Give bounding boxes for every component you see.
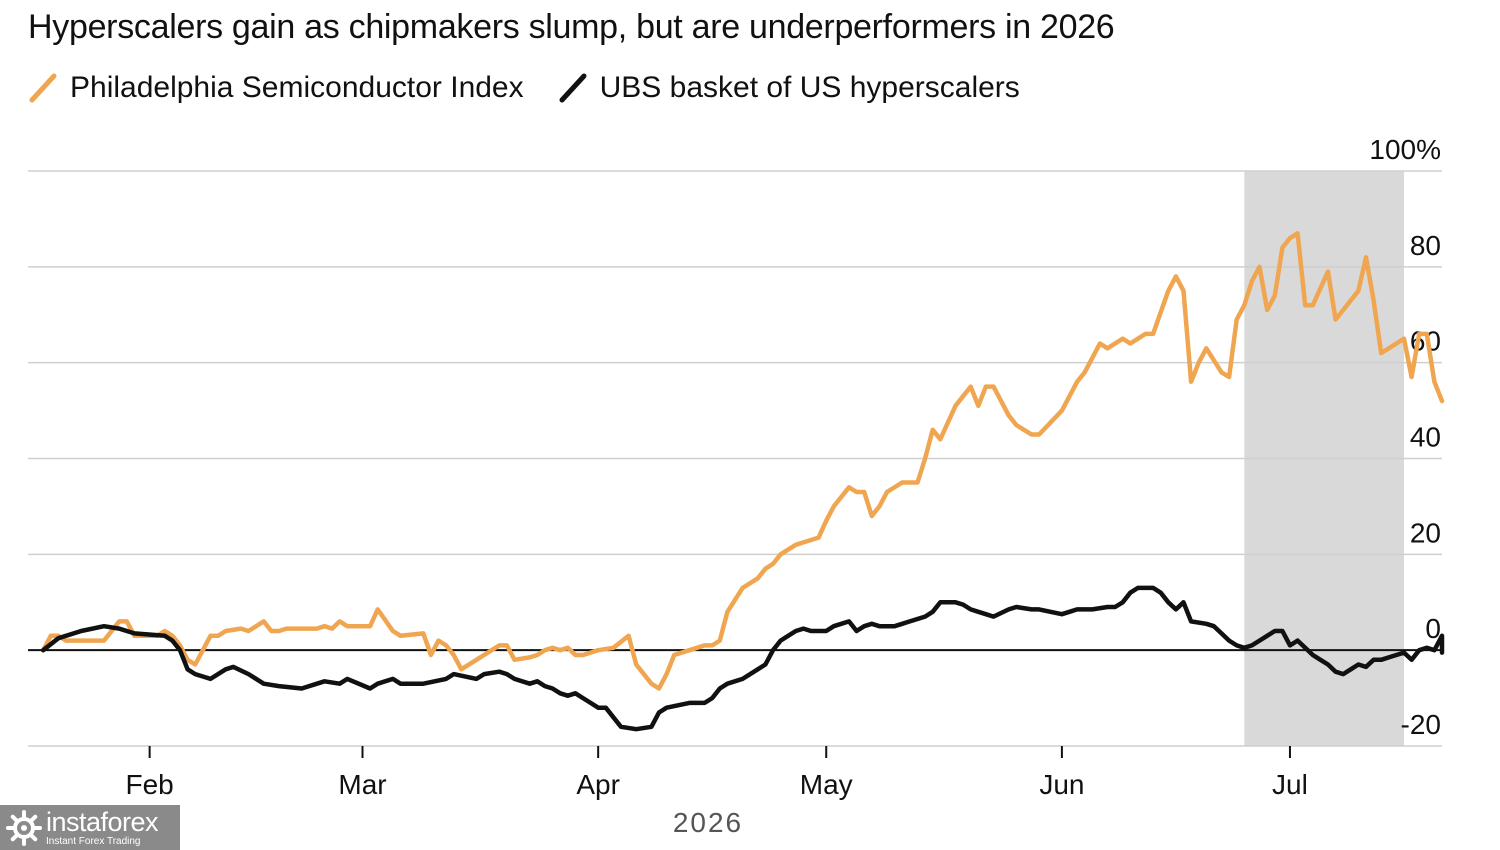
legend-swatch-hyperscalers: [559, 73, 587, 103]
x-tick-label: May: [800, 769, 853, 800]
legend-label-hyperscalers: UBS basket of US hyperscalers: [599, 71, 1020, 104]
x-tick-label: Jun: [1039, 769, 1084, 800]
gear-logo-icon: [6, 809, 42, 846]
x-tick-label: Feb: [126, 769, 174, 800]
y-tick-label: 80: [1410, 230, 1441, 261]
y-tick-label: 0: [1425, 613, 1441, 644]
legend-item-semiconductor: Philadelphia Semiconductor Index: [28, 71, 524, 105]
y-tick-label: 20: [1410, 517, 1441, 548]
watermark-brand: instaforex: [46, 806, 159, 837]
series-line-semiconductor: [40, 231, 1445, 691]
x-tick-label: Mar: [338, 769, 386, 800]
x-tick-label: Jul: [1272, 769, 1308, 800]
x-axis-label: 2026: [673, 807, 743, 838]
y-tick-label: -20: [1401, 709, 1441, 740]
y-tick-label: 40: [1410, 422, 1441, 453]
watermark: instaforex Instant Forex Trading: [0, 805, 180, 850]
legend-swatch-semiconductor: [29, 73, 57, 103]
legend-label-semiconductor: Philadelphia Semiconductor Index: [70, 71, 524, 104]
y-tick-label: 100%: [1369, 134, 1441, 165]
chart-title: Hyperscalers gain as chipmakers slump, b…: [28, 8, 1115, 46]
legend-item-hyperscalers: UBS basket of US hyperscalers: [558, 71, 1020, 105]
x-tick-label: Apr: [576, 769, 620, 800]
chart-legend: Philadelphia Semiconductor Index UBS bas…: [28, 70, 1054, 106]
series-line-hyperscalers: [40, 585, 1445, 732]
watermark-tagline: Instant Forex Trading: [46, 835, 141, 847]
